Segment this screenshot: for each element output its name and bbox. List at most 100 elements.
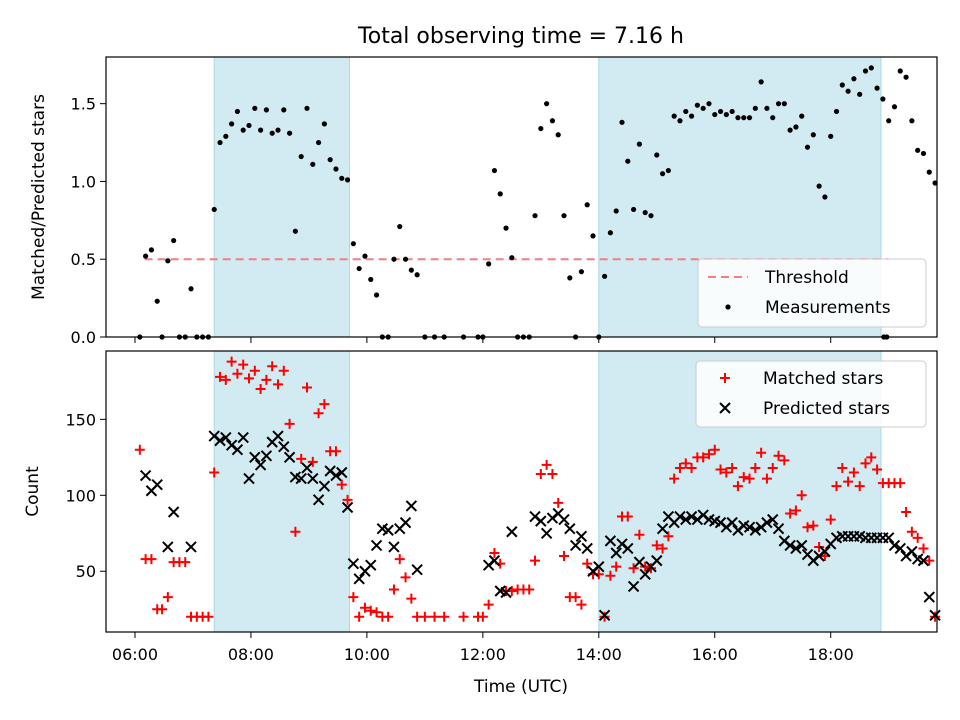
matched-star-point [854,481,865,492]
measurement-point [414,272,420,278]
matched-star-point [284,418,295,429]
predicted-star-point [796,539,808,552]
matched-star-point [570,592,581,603]
measurement-point [217,139,223,146]
matched-star-point [267,361,278,372]
measurement-point [683,108,689,115]
predicted-star-point [569,539,582,552]
x-tick-label: 14:00 [576,645,622,664]
matched-star-point [785,508,796,519]
predicted-star-point [917,554,930,567]
measurement-point [810,132,816,138]
matched-star-point [790,505,801,516]
measurement-point [544,101,550,107]
matched-star-point [848,467,859,478]
matched-star-point [779,455,790,466]
matched-star-point [547,469,558,480]
measurement-point [706,101,712,107]
measurement-point [625,158,631,164]
predicted-star-point [923,591,935,603]
predicted-star-point [139,469,152,482]
matched-star-point [605,570,616,581]
predicted-star-point [500,586,512,599]
matched-star-point [429,611,440,622]
measurement-point [799,113,805,119]
predicted-star-point [581,542,593,555]
measurement-point [816,183,822,189]
matched-star-point [535,469,546,480]
measurement-point [613,208,619,214]
y-tick-label: 0.0 [71,328,96,347]
matched-star-point [371,607,382,618]
y-tick-label: 1.5 [71,95,96,114]
matched-star-point [802,522,813,533]
matched-star-point [477,611,488,622]
predicted-star-point [220,431,232,444]
matched-star-point [756,447,767,458]
matched-star-point [744,473,755,484]
predicted-star-point [627,580,640,593]
predicted-star-point [593,560,605,573]
matched-star-point [599,611,610,622]
measurement-point [263,107,270,113]
measurement-point [671,113,677,119]
legend-predicted-label: Predicted stars [763,399,890,419]
predicted-star-point [370,539,383,552]
predicted-star-point [784,539,796,552]
legend: Threshold Measurements [697,258,927,328]
predicted-star-point [558,513,570,526]
predicted-star-point [411,564,423,576]
matched-star-point [576,599,587,610]
measurement-point [281,107,287,113]
shaded-interval [213,350,351,633]
measurement-point [909,118,915,124]
measurement-point [770,115,776,121]
measurement-point [903,74,909,80]
measurement-point [851,76,857,82]
y-tick-label: 50 [76,562,96,581]
measurement-point [252,105,258,111]
predicted-star-point [598,609,611,621]
matched-star-point [301,382,312,393]
predicted-star-point [237,431,249,444]
matched-star-point [400,572,411,583]
predicted-star-point [651,554,663,567]
matched-star-point [278,365,289,376]
matched-star-point [359,602,370,613]
axes-frame [105,56,938,338]
matched-star-point [394,554,405,565]
matched-star-point [134,444,145,455]
matched-star-point [872,464,883,475]
measurement-point [234,108,241,115]
predicted-star-point [639,568,651,580]
x-tick-label: 16:00 [692,645,738,664]
predicted-star-point [365,559,377,571]
matched-star-point [843,476,854,487]
matched-star-point [244,373,255,384]
predicted-star-point [318,480,331,492]
x-axis-label: Time (UTC) [473,677,568,697]
measurement-point [659,171,666,177]
matched-star-point [255,383,266,394]
matched-star-point [157,604,168,615]
matched-star-point [319,399,330,410]
matched-star-point [721,467,732,478]
measurement-point [688,113,695,119]
measurement-point [729,108,735,115]
matched-star-point [825,514,836,525]
predicted-star-point [604,535,617,547]
measurement-point [327,157,333,163]
predicted-star-point [633,556,646,568]
measurement-point [165,258,171,264]
matched-star-point [860,458,871,469]
measurement-point [833,108,840,115]
measurement-point [362,253,368,259]
matched-star-point [146,554,157,565]
predicted-star-point [405,500,418,512]
matched-star-point [209,467,220,478]
measurement-point [344,177,351,183]
measurement-point [315,139,322,146]
measurement-point [229,121,235,127]
measurement-point [148,247,155,253]
predicted-star-point [575,530,588,543]
